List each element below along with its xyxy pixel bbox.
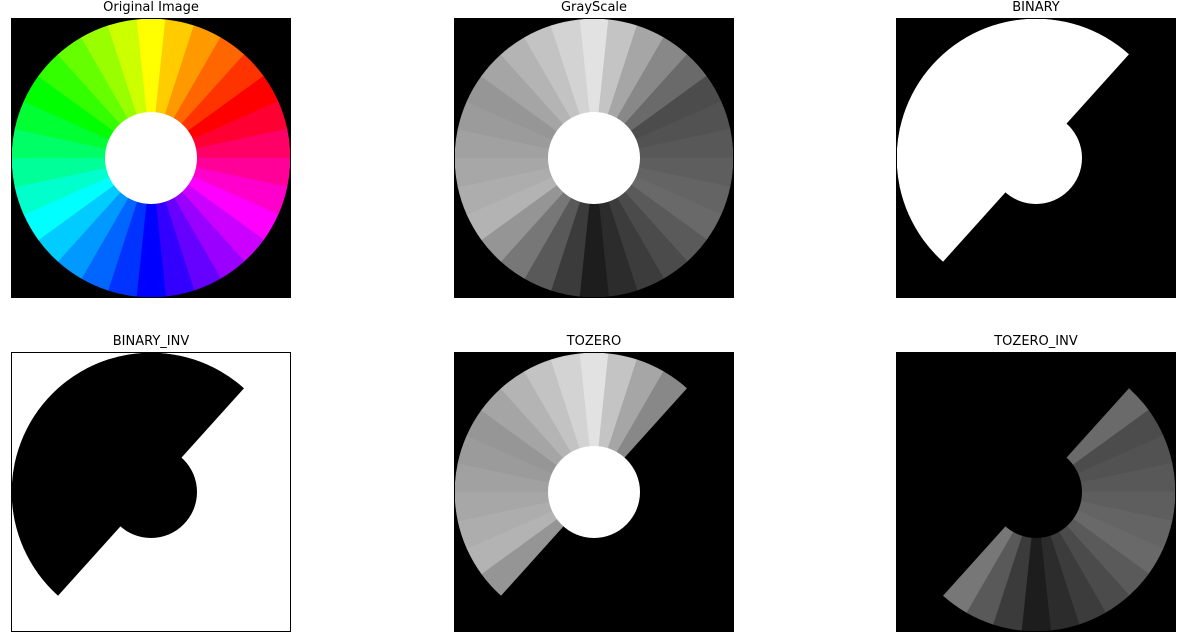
binary-wheel-graphic	[897, 19, 1175, 297]
panel-title: Original Image	[103, 0, 199, 15]
panel-title: TOZERO	[566, 334, 622, 349]
panel-title: TOZERO_INV	[994, 334, 1078, 349]
wheel-center-circle	[990, 446, 1082, 538]
binary-inv-wheel-graphic	[12, 353, 290, 631]
original-color-wheel-image	[11, 18, 291, 298]
wheel-center-circle	[990, 112, 1082, 204]
wheel-center-circle	[105, 112, 197, 204]
tozero-inv-threshold-image	[896, 352, 1176, 632]
color-wheel-graphic	[12, 19, 290, 297]
wheel-center-circle	[548, 112, 640, 204]
panel-title: BINARY	[1012, 0, 1060, 15]
panel-title: GrayScale	[560, 0, 628, 15]
grayscale-wheel-graphic	[455, 19, 733, 297]
tozero-wheel-graphic	[455, 353, 733, 631]
panel-title: BINARY_INV	[112, 334, 190, 349]
tozero-threshold-image	[454, 352, 734, 632]
wheel-center-circle	[548, 446, 640, 538]
binary-inv-threshold-image	[11, 352, 291, 632]
tozero-inv-wheel-graphic	[897, 353, 1175, 631]
grayscale-wheel-image	[454, 18, 734, 298]
wheel-center-circle	[105, 446, 197, 538]
binary-threshold-image	[896, 18, 1176, 298]
